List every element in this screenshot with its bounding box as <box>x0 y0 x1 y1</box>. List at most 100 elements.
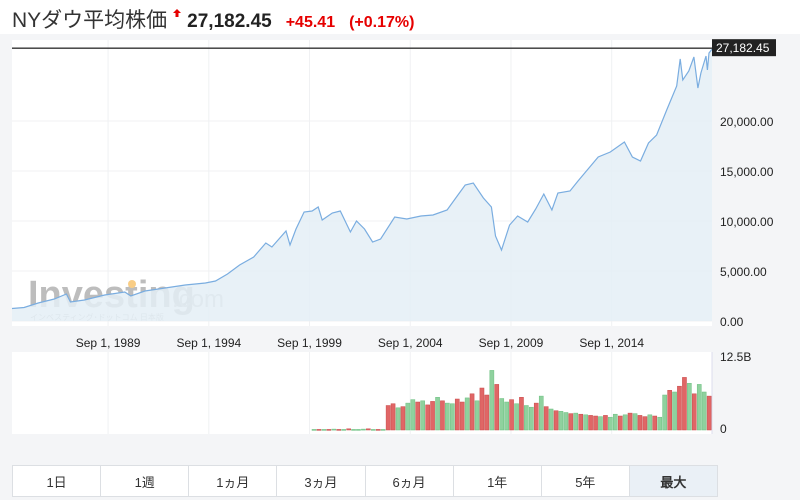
volume-bar-down <box>667 390 672 431</box>
volume-bar-down <box>642 416 648 431</box>
current-price-tag: 27,182.45 <box>712 39 776 57</box>
range-5y-button[interactable]: 5年 <box>542 466 630 496</box>
range-1w-button[interactable]: 1週 <box>101 466 190 496</box>
volume-bar-down <box>454 398 460 431</box>
price-change: +45.41 <box>285 14 336 31</box>
volume-bar-down <box>627 412 633 431</box>
volume-bar-down <box>553 410 559 431</box>
volume-bar-down <box>469 393 475 431</box>
volume-bar-up <box>380 429 386 431</box>
volume-bar-down <box>593 415 598 431</box>
volume-bar-up <box>450 403 455 431</box>
up-arrow-icon <box>173 9 182 17</box>
volume-bar-down <box>682 377 687 431</box>
x-tick-label: Sep 1, 2014 <box>579 336 644 350</box>
x-tick-label: Sep 1, 1989 <box>76 336 141 350</box>
range-3m-button[interactable]: 3ヵ月 <box>277 466 366 496</box>
volume-bar-down <box>603 415 608 431</box>
volume-bar-up <box>410 399 416 431</box>
volume-bar-up <box>504 401 509 431</box>
volume-bar-down <box>691 393 697 431</box>
volume-bar-down <box>509 399 514 431</box>
volume-bar-down <box>677 385 682 431</box>
volume-bar-down <box>385 405 391 431</box>
volume-bar-down <box>637 415 643 431</box>
volume-bar-up <box>563 412 569 431</box>
volume-bar-down <box>366 428 371 431</box>
range-1d-button[interactable]: 1日 <box>13 466 102 496</box>
range-max-button[interactable]: 最大 <box>629 466 717 496</box>
volume-bar-up <box>548 408 554 431</box>
volume-bar-up <box>696 384 702 431</box>
x-tick-label: Sep 1, 1994 <box>176 336 241 350</box>
volume-bar-up <box>529 406 534 431</box>
range-6m-button[interactable]: 6ヵ月 <box>366 466 454 496</box>
volume-bar-up <box>489 370 495 431</box>
volume-bar-down <box>706 395 712 431</box>
price-line <box>11 48 713 310</box>
volume-bar-down <box>479 387 485 431</box>
volume-bar-up <box>474 400 480 431</box>
volume-bar-down <box>459 401 465 431</box>
volume-bar-up <box>647 414 653 431</box>
volume-bar-up <box>464 397 470 431</box>
volume-bar-up <box>701 391 707 431</box>
volume-bar-down <box>568 413 574 431</box>
range-1y-button[interactable]: 1年 <box>454 466 542 496</box>
x-tick-label: Sep 1, 2004 <box>378 336 443 350</box>
volume-bar-up <box>657 416 663 431</box>
volume-bar-down <box>533 402 539 431</box>
volume-zero-label: 0 <box>720 422 727 436</box>
volume-bar-down <box>519 397 524 431</box>
volume-bar-down <box>316 429 322 431</box>
y-tick-label: 10,000.00 <box>720 215 774 229</box>
volume-bar-up <box>514 403 519 431</box>
volume-bar-down <box>346 428 351 431</box>
current-price-label: 27,182.45 <box>716 41 770 55</box>
volume-bar-down <box>390 403 396 431</box>
volume-bar-up <box>405 402 411 431</box>
volume-bar-down <box>588 415 593 431</box>
volume-bar-down <box>617 415 623 431</box>
volume-bar-up <box>662 394 667 431</box>
volume-bar-down <box>652 415 658 431</box>
x-tick-label: Sep 1, 2009 <box>479 336 544 350</box>
volume-bar-down <box>578 413 584 431</box>
volume-bar-down <box>425 404 430 431</box>
volume-bar-up <box>395 407 401 431</box>
instrument-title: NYダウ平均株価 <box>12 9 168 32</box>
volume-bars <box>311 370 712 431</box>
volume-bar-down <box>375 429 381 431</box>
volume-bar-up <box>499 398 505 431</box>
volume-bar-up <box>524 405 529 431</box>
price-change-percent: (+0.17%) <box>349 14 415 31</box>
volume-bar-up <box>598 416 603 431</box>
y-tick-label: 15,000.00 <box>720 165 774 179</box>
volume-bar-up <box>612 413 618 431</box>
volume-bar-up <box>435 397 440 431</box>
price-chart[interactable]: Investing .com インベスティング･ドットコム 日本版 27,182… <box>0 34 800 454</box>
volume-bar-up <box>632 413 638 431</box>
volume-bar-down <box>326 429 332 431</box>
y-tick-label: 20,000.00 <box>720 115 774 129</box>
volume-bar-up <box>371 429 376 431</box>
volume-bar-up <box>351 429 356 431</box>
volume-bar-up <box>583 414 588 431</box>
volume-bar-down <box>415 401 421 431</box>
volume-bar-up <box>321 429 327 431</box>
volume-max-label: 12.5B <box>720 350 751 364</box>
logo-dot-icon <box>128 280 136 288</box>
quote-header: NYダウ平均株価 27,182.45 +45.41 (+0.17%) <box>12 4 800 32</box>
last-price: 27,182.45 <box>187 11 272 32</box>
volume-bar-up <box>538 395 544 431</box>
volume-bar-up <box>573 412 579 431</box>
volume-bar-up <box>331 428 337 431</box>
volume-bar-down <box>494 384 500 431</box>
volume-bar-up <box>672 391 677 431</box>
price-area <box>12 49 712 321</box>
volume-bar-down <box>440 400 445 431</box>
volume-bar-down <box>543 406 549 431</box>
volume-bar-up <box>341 429 346 431</box>
volume-bar-down <box>400 406 406 431</box>
range-1m-button[interactable]: 1ヵ月 <box>189 466 278 496</box>
